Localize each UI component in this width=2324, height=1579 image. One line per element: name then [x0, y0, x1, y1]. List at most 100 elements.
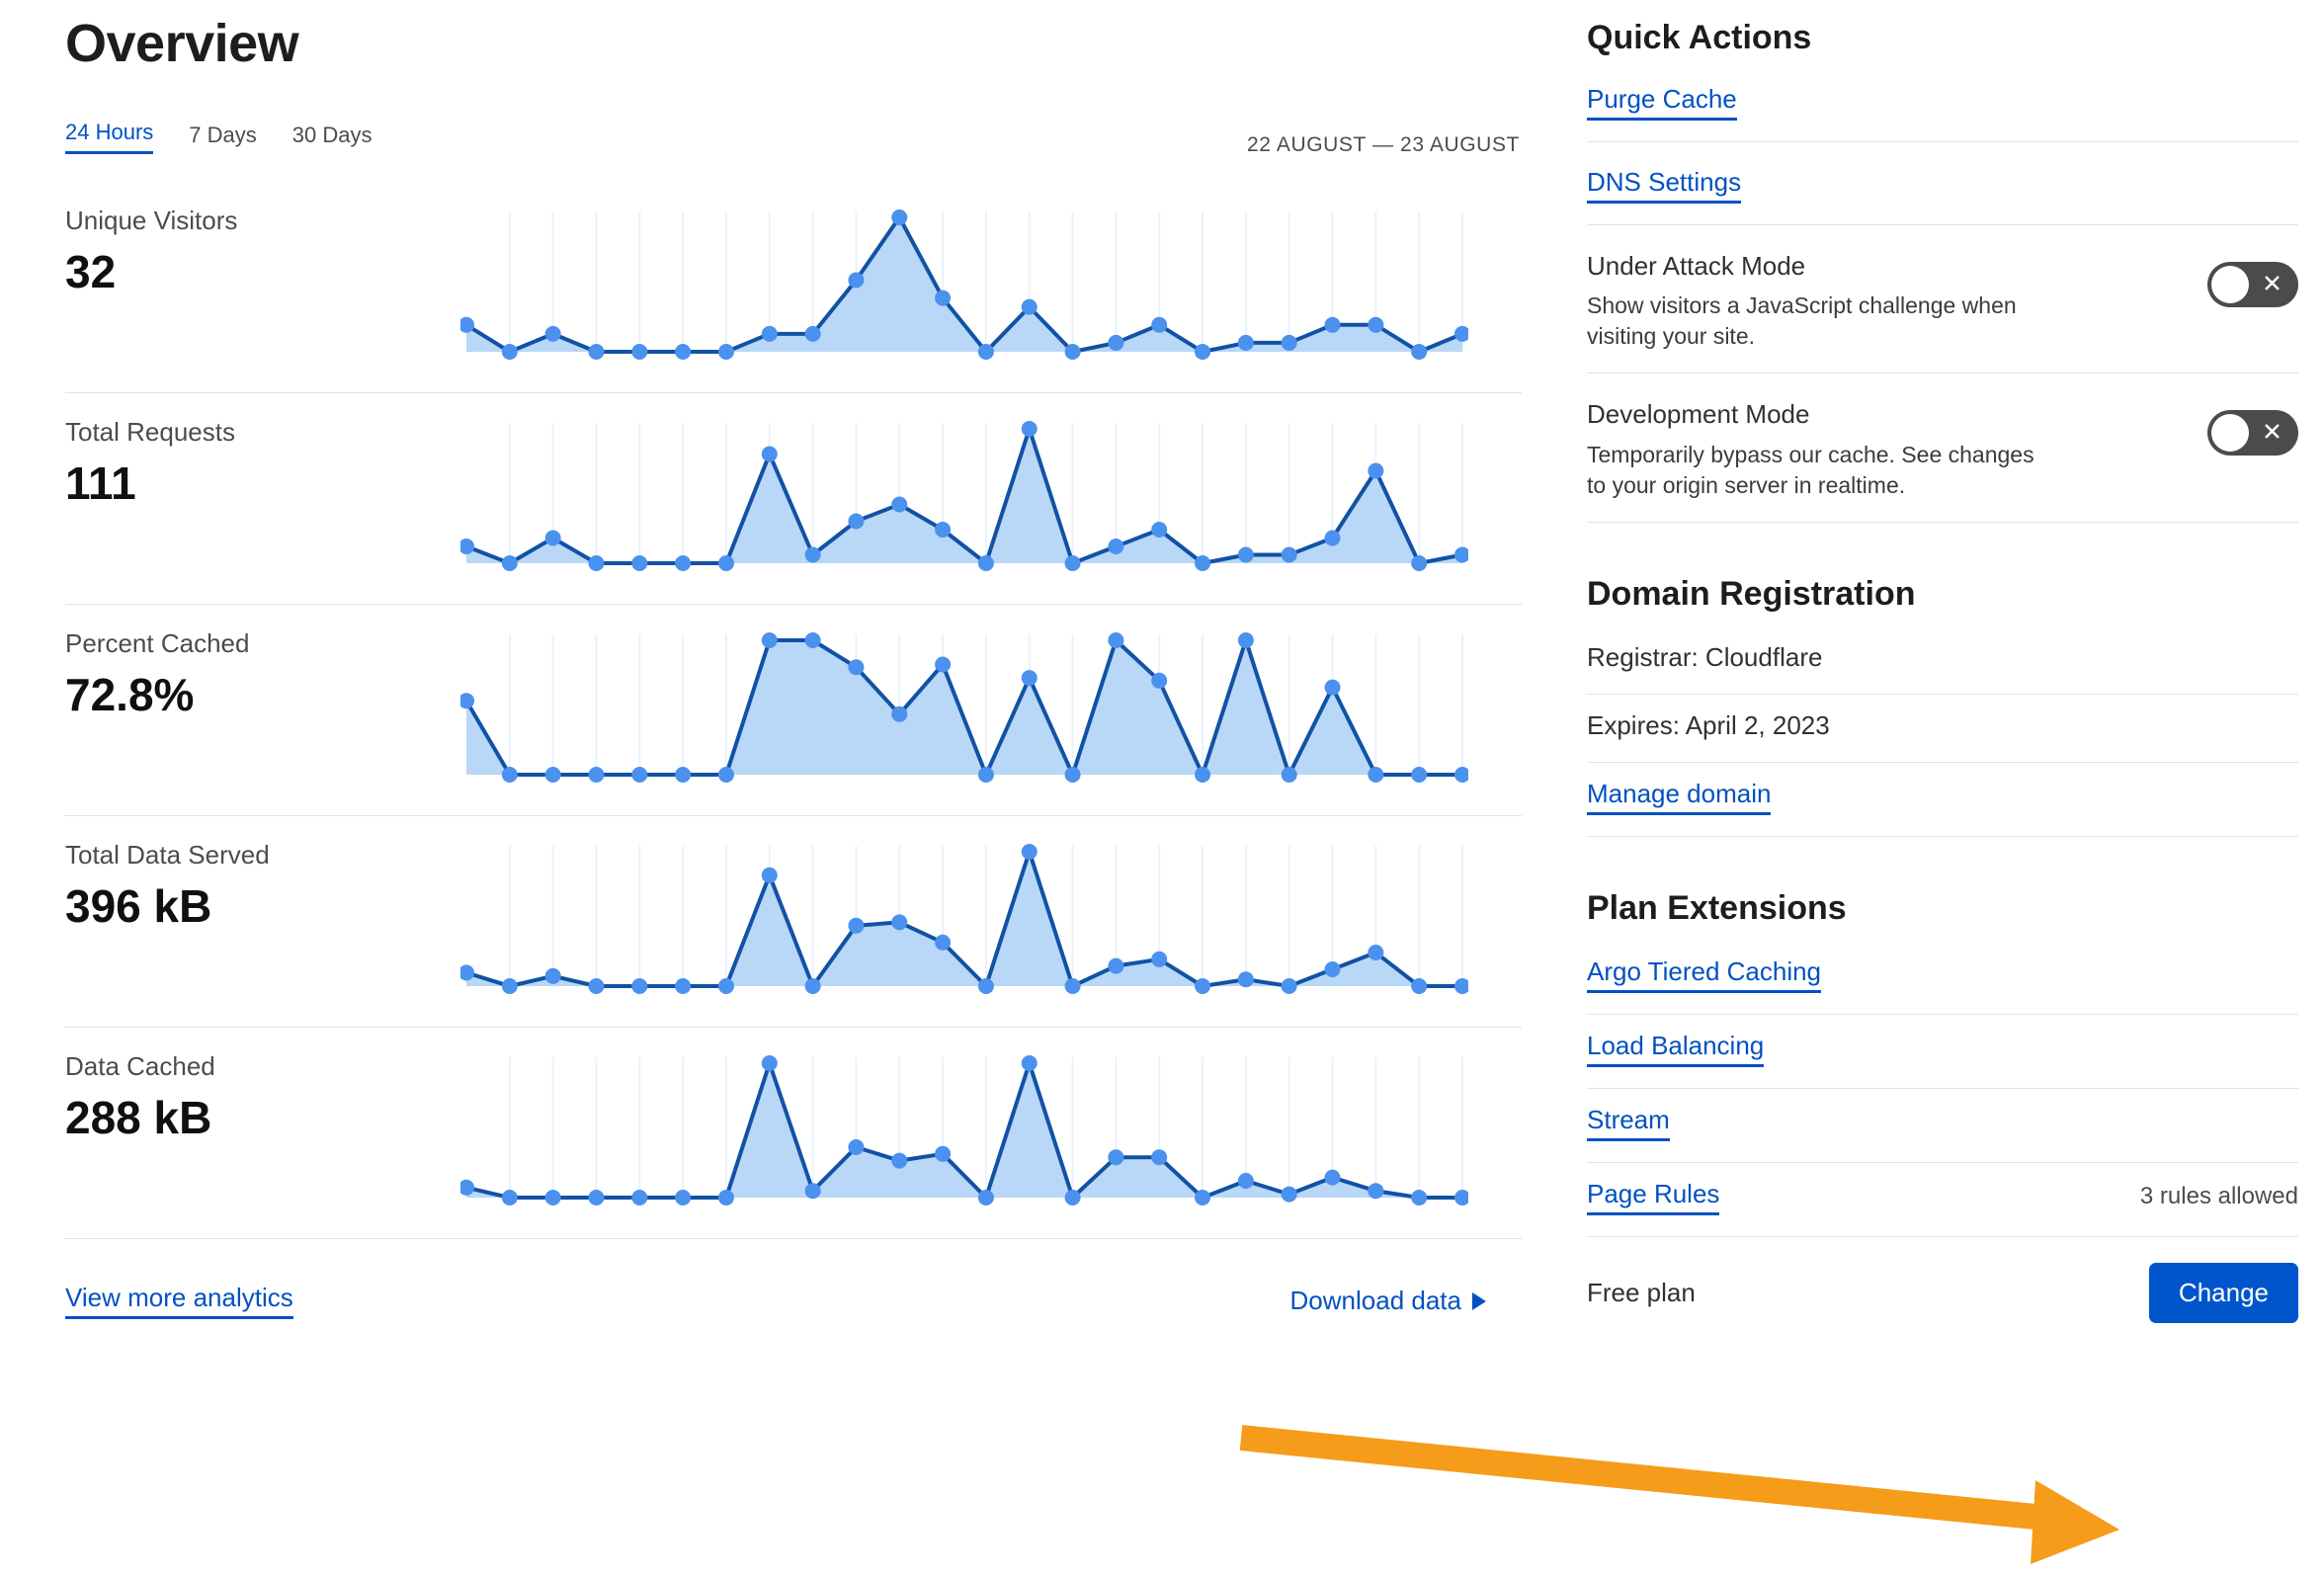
data-point[interactable]: [717, 1190, 734, 1206]
data-point[interactable]: [501, 555, 518, 572]
plan-extension-argo[interactable]: Argo Tiered Caching: [1587, 953, 2298, 1015]
data-point[interactable]: [460, 693, 474, 709]
data-point[interactable]: [1195, 555, 1211, 572]
data-point[interactable]: [501, 767, 518, 784]
data-point[interactable]: [1281, 546, 1297, 563]
data-point[interactable]: [588, 1190, 605, 1206]
data-point[interactable]: [977, 555, 994, 572]
data-point[interactable]: [1368, 767, 1384, 784]
data-point[interactable]: [1454, 978, 1468, 995]
data-point[interactable]: [1368, 317, 1384, 334]
sparkline-total-requests[interactable]: [460, 415, 1468, 573]
sparkline-unique-visitors[interactable]: [460, 204, 1468, 362]
data-point[interactable]: [460, 1180, 474, 1197]
data-points[interactable]: [460, 632, 1468, 784]
data-point[interactable]: [1281, 767, 1297, 784]
data-point[interactable]: [1368, 1183, 1384, 1200]
data-point[interactable]: [1195, 1190, 1211, 1206]
data-point[interactable]: [717, 978, 734, 995]
data-point[interactable]: [544, 968, 561, 985]
data-point[interactable]: [1021, 421, 1038, 438]
data-point[interactable]: [631, 767, 648, 784]
data-point[interactable]: [1281, 978, 1297, 995]
data-point[interactable]: [1368, 945, 1384, 961]
data-point[interactable]: [675, 767, 692, 784]
data-point[interactable]: [1237, 546, 1254, 563]
data-point[interactable]: [1151, 673, 1168, 690]
view-more-analytics-link[interactable]: View more analytics: [65, 1283, 293, 1320]
argo-tiered-caching-link[interactable]: Argo Tiered Caching: [1587, 956, 1822, 993]
data-point[interactable]: [1237, 335, 1254, 352]
data-point[interactable]: [1411, 344, 1428, 361]
data-point[interactable]: [761, 632, 778, 649]
data-point[interactable]: [588, 555, 605, 572]
data-point[interactable]: [1021, 299, 1038, 316]
purge-cache-link[interactable]: Purge Cache: [1587, 84, 1737, 121]
data-point[interactable]: [977, 344, 994, 361]
data-point[interactable]: [1324, 680, 1341, 697]
data-point[interactable]: [761, 868, 778, 884]
data-point[interactable]: [1411, 767, 1428, 784]
data-point[interactable]: [1195, 767, 1211, 784]
data-point[interactable]: [460, 317, 474, 334]
change-plan-button[interactable]: Change: [2148, 1262, 2298, 1323]
data-point[interactable]: [675, 555, 692, 572]
page-rules-link[interactable]: Page Rules: [1587, 1179, 1720, 1215]
data-point[interactable]: [1411, 978, 1428, 995]
data-point[interactable]: [1237, 971, 1254, 988]
data-point[interactable]: [1237, 632, 1254, 649]
data-point[interactable]: [1108, 958, 1124, 975]
plan-extension-load-balancing[interactable]: Load Balancing: [1587, 1015, 2298, 1089]
data-point[interactable]: [1064, 978, 1081, 995]
data-point[interactable]: [501, 344, 518, 361]
data-point[interactable]: [804, 326, 821, 343]
data-points[interactable]: [460, 421, 1468, 572]
data-point[interactable]: [1454, 326, 1468, 343]
data-point[interactable]: [675, 344, 692, 361]
data-point[interactable]: [935, 656, 952, 673]
under-attack-mode-toggle[interactable]: ✕: [2207, 261, 2298, 307]
data-point[interactable]: [977, 978, 994, 995]
data-point[interactable]: [631, 344, 648, 361]
data-point[interactable]: [1324, 1170, 1341, 1187]
data-point[interactable]: [935, 1146, 952, 1163]
data-point[interactable]: [631, 555, 648, 572]
data-point[interactable]: [460, 539, 474, 555]
development-mode-toggle[interactable]: ✕: [2207, 410, 2298, 457]
data-point[interactable]: [891, 1153, 908, 1170]
data-points[interactable]: [460, 1055, 1468, 1206]
data-point[interactable]: [588, 767, 605, 784]
data-point[interactable]: [1237, 1173, 1254, 1190]
data-point[interactable]: [1108, 539, 1124, 555]
tab-7-days[interactable]: 7 Days: [189, 123, 257, 148]
data-point[interactable]: [848, 918, 865, 935]
data-point[interactable]: [935, 935, 952, 952]
data-point[interactable]: [631, 1190, 648, 1206]
data-point[interactable]: [1324, 317, 1341, 334]
data-point[interactable]: [977, 1190, 994, 1206]
data-point[interactable]: [1021, 670, 1038, 687]
data-point[interactable]: [848, 272, 865, 289]
data-point[interactable]: [891, 496, 908, 513]
data-point[interactable]: [1108, 335, 1124, 352]
data-point[interactable]: [848, 1139, 865, 1156]
data-point[interactable]: [1021, 1055, 1038, 1072]
data-point[interactable]: [804, 1183, 821, 1200]
data-point[interactable]: [977, 767, 994, 784]
tab-24-hours[interactable]: 24 Hours: [65, 120, 154, 155]
data-point[interactable]: [717, 767, 734, 784]
data-point[interactable]: [891, 914, 908, 931]
sparkline-total-data-served[interactable]: [460, 838, 1468, 996]
data-point[interactable]: [1064, 555, 1081, 572]
data-point[interactable]: [1064, 767, 1081, 784]
data-point[interactable]: [1151, 1149, 1168, 1166]
data-point[interactable]: [1151, 317, 1168, 334]
plan-extension-page-rules[interactable]: Page Rules 3 rules allowed: [1587, 1163, 2298, 1237]
data-point[interactable]: [544, 326, 561, 343]
data-point[interactable]: [717, 344, 734, 361]
quick-action-dns-settings[interactable]: DNS Settings: [1587, 142, 2298, 225]
data-point[interactable]: [544, 530, 561, 546]
data-point[interactable]: [631, 978, 648, 995]
data-point[interactable]: [1108, 632, 1124, 649]
data-point[interactable]: [804, 546, 821, 563]
